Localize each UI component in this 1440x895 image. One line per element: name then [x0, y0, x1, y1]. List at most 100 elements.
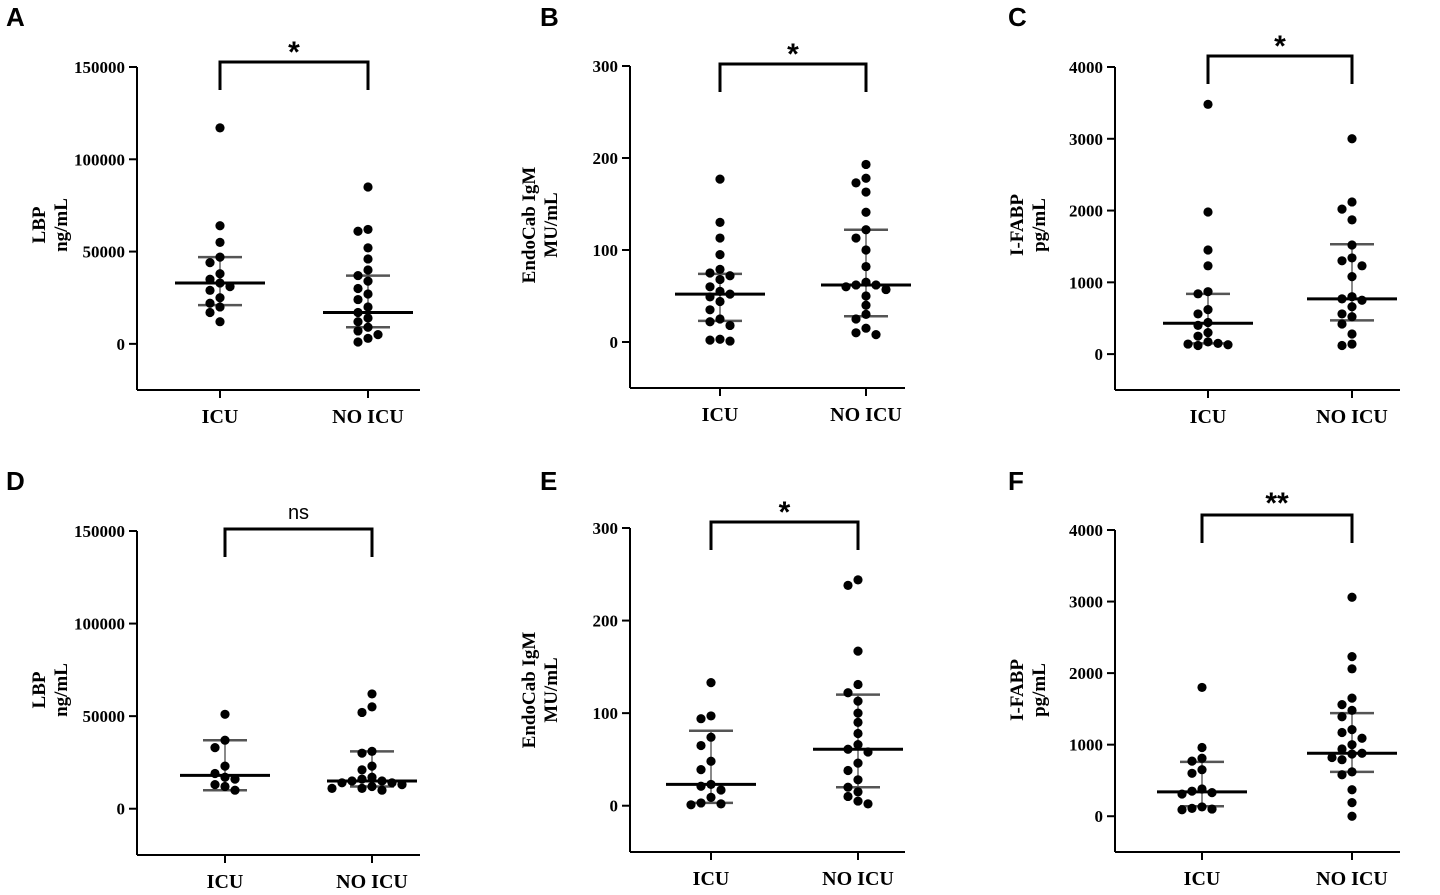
group-no-icu: [813, 575, 903, 809]
data-point: [1197, 682, 1207, 693]
data-point: [853, 646, 863, 656]
data-point: [367, 746, 377, 756]
data-point: [1337, 727, 1347, 738]
data-point: [1197, 753, 1207, 763]
significance-label: *: [288, 36, 300, 69]
y-axis-label-line: MU/mL: [541, 192, 562, 257]
data-point: [1203, 207, 1213, 217]
data-point: [363, 333, 373, 343]
x-tick-label: ICU: [702, 404, 739, 426]
significance-label: ns: [288, 502, 309, 524]
significance-bracket: [1200, 513, 1354, 543]
data-point: [1347, 253, 1357, 263]
y-axis-label-line: I-FABP: [1007, 659, 1028, 721]
data-point: [1337, 744, 1347, 754]
data-point: [1203, 245, 1213, 255]
data-point: [1347, 312, 1357, 322]
y-tick-label: 4000: [1069, 58, 1103, 77]
significance-bracket: [1206, 54, 1354, 84]
data-point: [1347, 339, 1357, 349]
data-point: [367, 689, 377, 699]
y-tick-label: 150000: [74, 522, 125, 541]
data-point: [215, 302, 225, 312]
group-no-icu: [1307, 592, 1397, 821]
group-no-icu: [323, 182, 413, 347]
y-tick-label: 2000: [1069, 664, 1103, 683]
significance-bracket: [718, 62, 868, 92]
data-point: [696, 740, 706, 751]
data-point: [1347, 329, 1357, 339]
data-point: [853, 708, 863, 718]
x-tick-label: NO ICU: [336, 871, 408, 893]
data-point: [357, 783, 367, 793]
y-tick-label: 50000: [83, 707, 126, 726]
data-point: [706, 756, 716, 766]
y-axis-label: EndoCab IgMMU/mL: [519, 167, 562, 284]
data-point: [871, 330, 881, 340]
data-point: [220, 761, 230, 771]
data-point: [215, 252, 225, 262]
data-point: [715, 264, 725, 274]
y-axis-label-line: pg/mL: [1029, 663, 1050, 717]
group-icu: [666, 677, 756, 810]
data-point: [853, 728, 863, 739]
group-icu: [1157, 682, 1247, 815]
y-tick-label: 0: [610, 333, 619, 352]
data-point: [215, 293, 225, 303]
data-point: [861, 245, 871, 255]
data-point: [1347, 197, 1357, 207]
data-point: [853, 787, 863, 797]
data-point: [357, 765, 367, 775]
data-point: [715, 296, 725, 307]
x-tick-label: ICU: [693, 868, 730, 890]
data-point: [220, 735, 230, 745]
y-tick-label: 50000: [83, 243, 126, 262]
panel-letter: A: [6, 2, 25, 32]
data-point: [843, 688, 853, 698]
panel-letter: D: [6, 466, 25, 496]
data-point: [861, 207, 871, 217]
data-point: [363, 289, 373, 299]
y-tick-label: 100000: [74, 150, 125, 169]
y-tick-label: 200: [593, 612, 619, 631]
y-axis-label-line: LBP: [29, 206, 50, 243]
significance-bracket: [223, 527, 374, 557]
data-point: [1327, 752, 1337, 763]
y-tick-label: 150000: [74, 58, 125, 77]
data-point: [1347, 134, 1357, 144]
y-axis-label-line: LBP: [29, 671, 50, 708]
data-point: [363, 302, 373, 312]
data-point: [363, 313, 373, 323]
data-point: [1193, 309, 1203, 319]
data-point: [705, 268, 715, 278]
data-point: [861, 261, 871, 272]
data-point: [353, 317, 363, 327]
data-point: [1187, 803, 1197, 813]
data-point: [363, 276, 373, 286]
data-point: [373, 330, 383, 340]
significance-label: *: [787, 38, 799, 71]
y-tick-label: 100: [593, 241, 619, 260]
y-axis-label-line: ng/mL: [51, 198, 72, 252]
data-point: [853, 775, 863, 785]
data-point: [1347, 798, 1357, 808]
group-no-icu: [821, 159, 911, 340]
data-point: [843, 580, 853, 590]
data-point: [706, 732, 716, 742]
y-axis-label: LBPng/mL: [29, 198, 72, 252]
data-point: [696, 714, 706, 724]
significance-bracket: [709, 520, 860, 550]
data-point: [705, 335, 715, 345]
x-tick-label: NO ICU: [332, 406, 404, 428]
data-point: [715, 250, 725, 260]
x-tick-label: ICU: [1190, 406, 1227, 428]
data-point: [205, 258, 215, 268]
y-axis-label-line: I-FABP: [1007, 194, 1028, 256]
data-point: [851, 328, 861, 338]
data-point: [215, 269, 225, 279]
y-tick-label: 4000: [1069, 521, 1103, 540]
data-point: [363, 322, 373, 332]
data-point: [725, 271, 735, 281]
y-axis-label-line: ng/mL: [51, 663, 72, 717]
